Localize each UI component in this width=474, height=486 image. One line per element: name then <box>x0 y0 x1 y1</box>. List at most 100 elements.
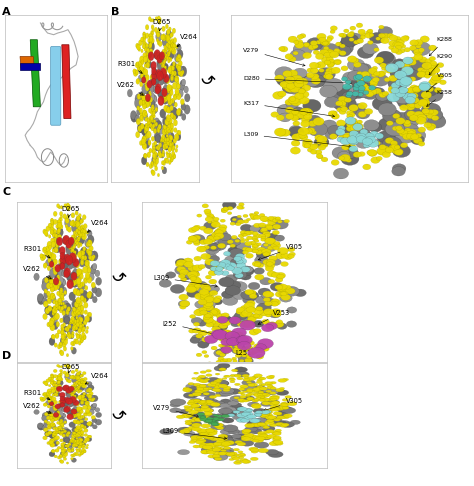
Ellipse shape <box>354 40 359 44</box>
Ellipse shape <box>138 75 143 82</box>
Ellipse shape <box>264 420 274 425</box>
Ellipse shape <box>205 259 215 265</box>
Ellipse shape <box>42 247 46 253</box>
Ellipse shape <box>71 413 78 419</box>
Ellipse shape <box>265 224 273 228</box>
Ellipse shape <box>74 383 77 386</box>
Ellipse shape <box>55 404 61 409</box>
Ellipse shape <box>349 146 358 152</box>
Ellipse shape <box>219 384 228 388</box>
Ellipse shape <box>428 63 438 70</box>
Ellipse shape <box>80 338 83 343</box>
Ellipse shape <box>260 414 268 418</box>
Ellipse shape <box>74 289 79 295</box>
Ellipse shape <box>162 150 164 154</box>
Ellipse shape <box>238 266 254 276</box>
Ellipse shape <box>411 98 419 104</box>
Ellipse shape <box>42 393 46 396</box>
Ellipse shape <box>73 391 75 394</box>
Text: L309: L309 <box>153 275 218 287</box>
Ellipse shape <box>78 325 81 328</box>
Ellipse shape <box>92 398 95 400</box>
Ellipse shape <box>64 438 70 443</box>
Ellipse shape <box>279 287 288 293</box>
Ellipse shape <box>206 449 215 453</box>
Ellipse shape <box>299 133 307 138</box>
Ellipse shape <box>263 388 279 395</box>
Ellipse shape <box>154 51 159 59</box>
Ellipse shape <box>346 93 352 98</box>
Ellipse shape <box>202 431 210 434</box>
Ellipse shape <box>199 402 205 405</box>
Ellipse shape <box>71 449 73 451</box>
Ellipse shape <box>258 411 269 416</box>
Ellipse shape <box>427 109 434 114</box>
Ellipse shape <box>213 423 223 428</box>
Ellipse shape <box>57 377 60 380</box>
Ellipse shape <box>277 413 289 418</box>
Ellipse shape <box>356 74 363 79</box>
Ellipse shape <box>49 415 53 418</box>
Ellipse shape <box>64 397 70 402</box>
Ellipse shape <box>55 264 61 272</box>
Ellipse shape <box>56 300 61 305</box>
Ellipse shape <box>176 57 179 62</box>
Ellipse shape <box>245 242 252 246</box>
Ellipse shape <box>43 263 47 268</box>
Ellipse shape <box>153 115 155 118</box>
Ellipse shape <box>158 124 161 129</box>
Ellipse shape <box>376 71 384 77</box>
Ellipse shape <box>142 101 145 105</box>
Ellipse shape <box>142 95 146 101</box>
Ellipse shape <box>254 442 269 448</box>
Ellipse shape <box>73 278 78 285</box>
Ellipse shape <box>394 145 400 149</box>
Ellipse shape <box>166 107 171 113</box>
Ellipse shape <box>73 395 75 397</box>
Ellipse shape <box>284 422 294 427</box>
Ellipse shape <box>82 382 86 384</box>
Ellipse shape <box>426 69 436 76</box>
Ellipse shape <box>71 440 74 443</box>
Ellipse shape <box>81 281 85 287</box>
Ellipse shape <box>201 337 210 342</box>
Ellipse shape <box>223 447 231 450</box>
Ellipse shape <box>78 333 81 338</box>
Ellipse shape <box>50 416 55 419</box>
Ellipse shape <box>241 347 249 352</box>
Ellipse shape <box>50 422 54 425</box>
Ellipse shape <box>56 428 64 434</box>
Ellipse shape <box>262 393 267 396</box>
Ellipse shape <box>371 157 380 163</box>
Ellipse shape <box>49 262 53 266</box>
Ellipse shape <box>145 141 150 148</box>
Ellipse shape <box>142 40 146 46</box>
Ellipse shape <box>214 265 222 270</box>
Ellipse shape <box>288 107 306 120</box>
Ellipse shape <box>213 423 219 426</box>
Ellipse shape <box>302 52 311 59</box>
Ellipse shape <box>167 94 171 100</box>
Ellipse shape <box>273 404 281 407</box>
Ellipse shape <box>373 77 380 82</box>
Ellipse shape <box>164 142 169 150</box>
Ellipse shape <box>58 431 61 434</box>
Ellipse shape <box>285 53 293 59</box>
Ellipse shape <box>79 390 82 392</box>
Ellipse shape <box>183 392 198 399</box>
Ellipse shape <box>72 375 74 377</box>
Ellipse shape <box>56 432 58 434</box>
Ellipse shape <box>53 259 57 265</box>
Ellipse shape <box>392 112 410 125</box>
Ellipse shape <box>73 419 78 423</box>
Ellipse shape <box>242 431 249 434</box>
Ellipse shape <box>219 225 227 230</box>
Ellipse shape <box>62 306 64 310</box>
Ellipse shape <box>391 140 398 146</box>
Ellipse shape <box>64 444 68 448</box>
Ellipse shape <box>79 428 82 431</box>
Ellipse shape <box>91 404 96 409</box>
Ellipse shape <box>66 273 72 281</box>
Ellipse shape <box>145 54 148 59</box>
Ellipse shape <box>229 316 241 324</box>
